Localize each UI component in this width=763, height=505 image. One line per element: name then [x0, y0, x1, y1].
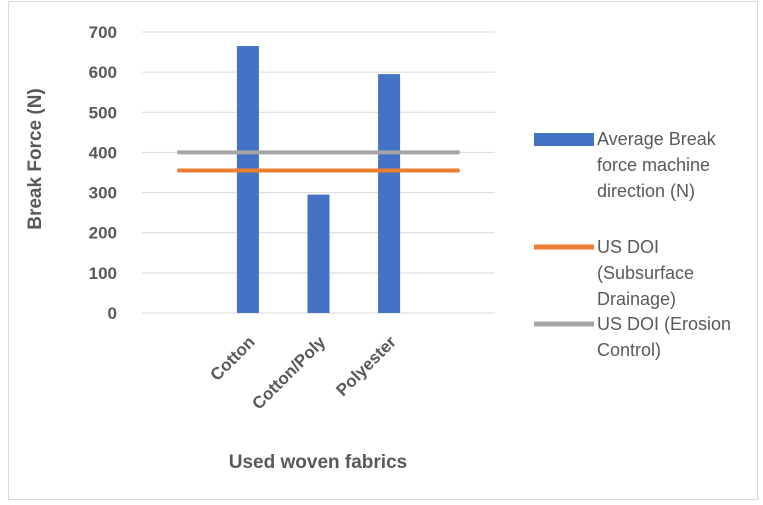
y-tick-label: 700: [89, 23, 117, 42]
legend-label: direction (N): [597, 181, 695, 201]
bars: [236, 46, 401, 314]
threshold-lines: [177, 150, 460, 173]
legend-label: Drainage): [597, 289, 676, 309]
x-axis-title: Used woven fabrics: [229, 452, 407, 473]
x-tick-label: Cotton: [207, 332, 259, 384]
legend-swatch: [534, 133, 594, 146]
y-axis-title: Break Force (N): [25, 88, 46, 230]
legend-label: Control): [597, 340, 661, 360]
bar: [378, 74, 401, 314]
legend: Average Break force machine direction (N) U…: [534, 129, 731, 360]
legend-label: force machine: [597, 155, 710, 175]
y-tick-label: 400: [89, 143, 117, 162]
legend-label: US DOI: [597, 237, 659, 257]
bar: [307, 194, 330, 313]
y-tick-label: 100: [89, 264, 117, 283]
x-tick-label: Cotton/Poly: [248, 332, 329, 413]
y-tick-label: 300: [89, 184, 117, 203]
x-tick-label: Polyester: [332, 332, 400, 400]
legend-label: US DOI (Erosion: [597, 314, 731, 334]
bar: [236, 46, 259, 314]
legend-label: (Subsurface: [597, 263, 694, 283]
y-tick-label: 200: [89, 224, 117, 243]
legend-label: Average Break: [597, 129, 717, 149]
y-tick-label: 500: [89, 103, 117, 122]
y-axis-ticks: 0 100 200 300 400 500 600 700: [89, 23, 117, 323]
y-tick-label: 600: [89, 63, 117, 82]
y-tick-label: 0: [108, 304, 117, 323]
